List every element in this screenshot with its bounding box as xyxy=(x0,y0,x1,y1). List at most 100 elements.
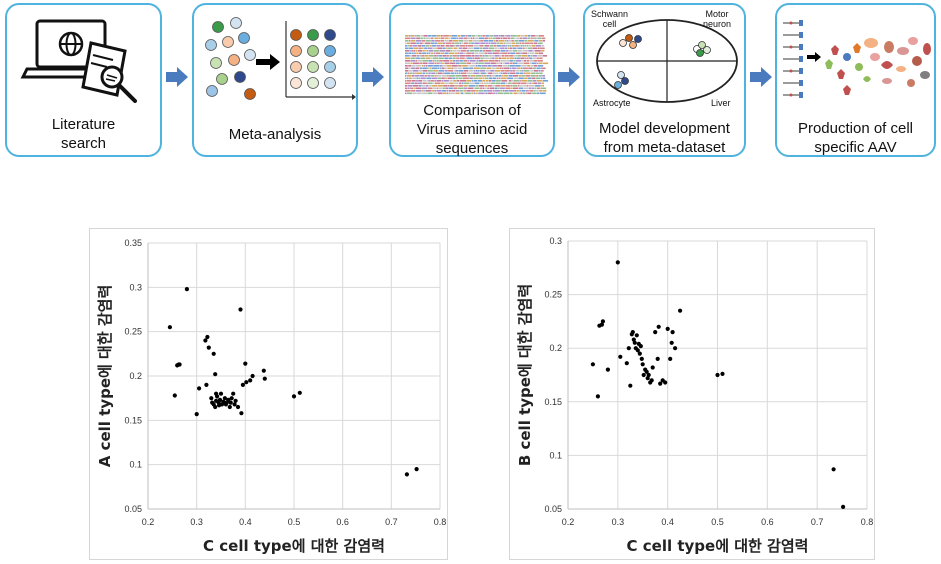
data-point xyxy=(631,337,636,342)
data-point xyxy=(226,397,231,402)
x-tick-label: 0.5 xyxy=(288,517,301,527)
data-point xyxy=(715,372,720,378)
x-tick-label: 0.2 xyxy=(562,517,575,527)
data-point xyxy=(641,372,646,378)
step-label: Model development from meta-dataset xyxy=(599,120,730,156)
data-point xyxy=(172,393,177,398)
data-point xyxy=(262,376,267,381)
data-point xyxy=(665,326,670,331)
data-point xyxy=(261,368,266,373)
x-tick-label: 0.8 xyxy=(861,517,874,527)
x-tick-label: 0.5 xyxy=(711,517,724,527)
data-point xyxy=(232,402,237,407)
data-point xyxy=(291,394,297,399)
x-axis-title: C cell type에 대한 감염력 xyxy=(627,537,809,555)
step-aav-production: Production of cell specific AAV xyxy=(775,3,936,157)
data-point xyxy=(218,391,224,396)
x-tick-label: 0.2 xyxy=(142,517,155,527)
y-tick-label: 0.2 xyxy=(549,343,562,353)
y-tick-label: 0.05 xyxy=(544,504,562,514)
data-point xyxy=(831,467,836,472)
data-point xyxy=(626,346,631,351)
data-point xyxy=(194,412,199,417)
x-tick-label: 0.7 xyxy=(811,517,824,527)
data-point xyxy=(184,287,189,292)
data-point xyxy=(243,361,248,366)
data-point xyxy=(615,260,620,265)
y-tick-label: 0.15 xyxy=(544,397,562,407)
x-tick-label: 0.3 xyxy=(190,517,203,527)
y-tick-label: 0.05 xyxy=(124,504,142,514)
step-label: Production of cell specific AAV xyxy=(797,120,914,156)
data-point xyxy=(624,361,629,366)
data-point xyxy=(632,340,637,345)
quadrant-label-top-right: Motor neuron xyxy=(703,9,732,29)
y-tick-label: 0.2 xyxy=(129,371,142,381)
data-point xyxy=(240,382,245,387)
y-tick-label: 0.25 xyxy=(544,290,562,300)
laptop-search-icon xyxy=(20,19,137,103)
data-point xyxy=(228,400,233,405)
arrow-right-icon xyxy=(557,66,581,93)
data-point xyxy=(227,404,232,410)
data-point xyxy=(649,378,654,383)
y-axis-title: A cell type에 대한 감염력 xyxy=(96,285,114,468)
data-point xyxy=(229,396,234,401)
data-point xyxy=(640,362,645,367)
aav-cells-icon xyxy=(783,20,931,98)
step-label: Literature search xyxy=(51,116,116,152)
data-point xyxy=(644,369,649,374)
data-point xyxy=(244,380,249,385)
data-point xyxy=(239,411,244,416)
x-tick-label: 0.6 xyxy=(761,517,774,527)
data-point xyxy=(221,399,226,404)
arrow-right-icon xyxy=(165,66,189,93)
step-label: Meta-analysis xyxy=(228,126,322,143)
y-tick-label: 0.1 xyxy=(549,450,562,460)
data-point xyxy=(205,334,210,340)
y-tick-label: 0.3 xyxy=(549,236,562,246)
y-tick-label: 0.35 xyxy=(124,238,142,248)
x-tick-label: 0.8 xyxy=(434,517,447,527)
data-point xyxy=(618,354,623,359)
data-point xyxy=(215,394,220,399)
data-point xyxy=(595,394,600,399)
data-point xyxy=(204,382,209,387)
data-point xyxy=(656,324,661,329)
scatter-chart-b: 0.2 0.3 0.4 0.5 0.6 0.7 0.8 0.05 0.1 0.15 0.2 0.25 0… xyxy=(509,228,875,560)
data-point xyxy=(605,367,610,372)
data-point xyxy=(600,319,605,324)
scatter-chart-a: 0.2 0.3 0.4 0.5 0.6 0.7 0.8 0.05 0.1 0.15 0.2 0.25 0… xyxy=(89,228,448,560)
data-point xyxy=(658,381,663,386)
meta-analysis-icon xyxy=(205,17,356,100)
data-point xyxy=(645,376,650,381)
data-point xyxy=(668,356,673,361)
step-sequence-comparison: Comparison of Virus amino acid sequences xyxy=(389,3,555,157)
x-tick-label: 0.3 xyxy=(612,517,625,527)
data-point xyxy=(206,345,211,350)
data-point xyxy=(404,472,409,477)
step-literature-search: Literature search xyxy=(5,3,162,157)
data-point xyxy=(177,362,182,367)
data-point xyxy=(673,346,678,351)
quadrant-label-bottom-right: Liver xyxy=(711,98,731,108)
data-point xyxy=(297,390,302,395)
data-point xyxy=(634,333,639,338)
data-point xyxy=(646,372,651,378)
y-tick-label: 0.25 xyxy=(124,327,142,337)
step-model-development: Schwann cell Motor neuron Astrocyte Live… xyxy=(583,3,746,157)
data-point xyxy=(238,307,243,312)
arrow-right-icon xyxy=(361,66,385,93)
data-point xyxy=(638,344,643,349)
data-point xyxy=(635,348,640,353)
data-point xyxy=(167,325,172,330)
data-point xyxy=(655,356,660,361)
data-point xyxy=(841,504,846,509)
x-tick-label: 0.4 xyxy=(239,517,252,527)
data-point xyxy=(248,378,253,383)
data-point xyxy=(663,380,668,385)
data-point xyxy=(650,365,655,370)
y-tick-label: 0.3 xyxy=(129,282,142,292)
data-point xyxy=(209,396,214,401)
data-point xyxy=(669,340,674,345)
